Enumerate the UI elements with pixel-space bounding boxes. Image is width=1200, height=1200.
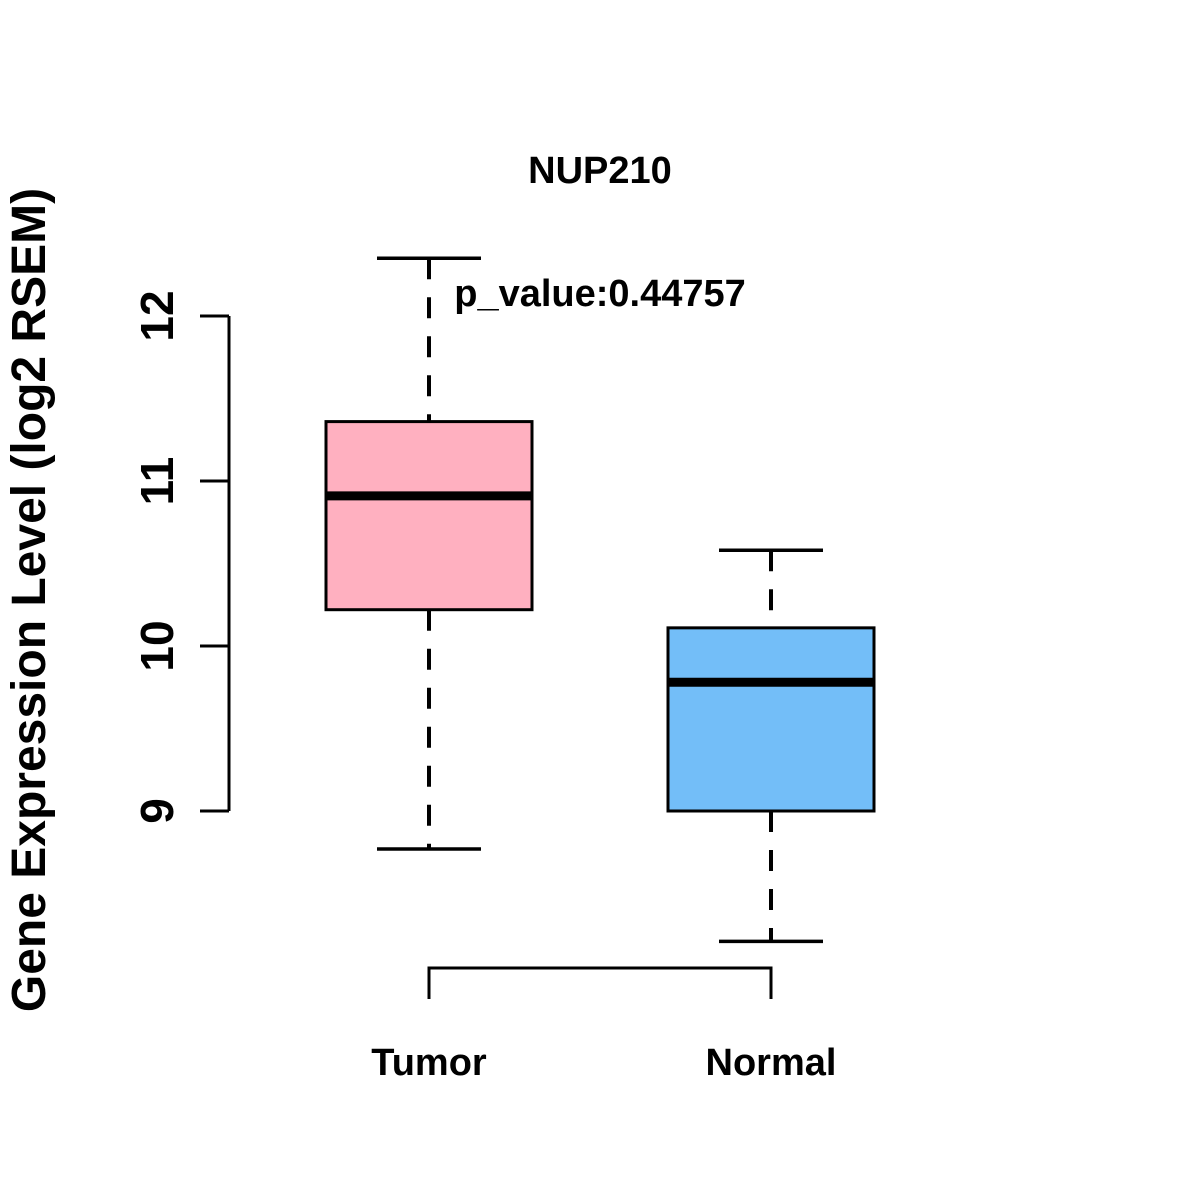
chart-title: NUP210 <box>528 150 672 192</box>
normal-box <box>666 626 876 813</box>
chart-p-value: p_value:0.44757 <box>454 273 746 315</box>
title-block: NUP210 p_value:0.44757 <box>0 69 1200 397</box>
y-axis-tick-label: 12 <box>131 290 183 341</box>
y-axis-tick-label: 9 <box>131 798 183 824</box>
category-label-tumor: Tumor <box>371 1042 487 1084</box>
tumor-box <box>324 420 534 612</box>
y-axis-tick-label: 10 <box>131 620 183 671</box>
category-label-normal: Normal <box>706 1042 837 1084</box>
y-axis-tick-label: 11 <box>131 457 183 506</box>
x-axis-bracket <box>427 966 773 999</box>
